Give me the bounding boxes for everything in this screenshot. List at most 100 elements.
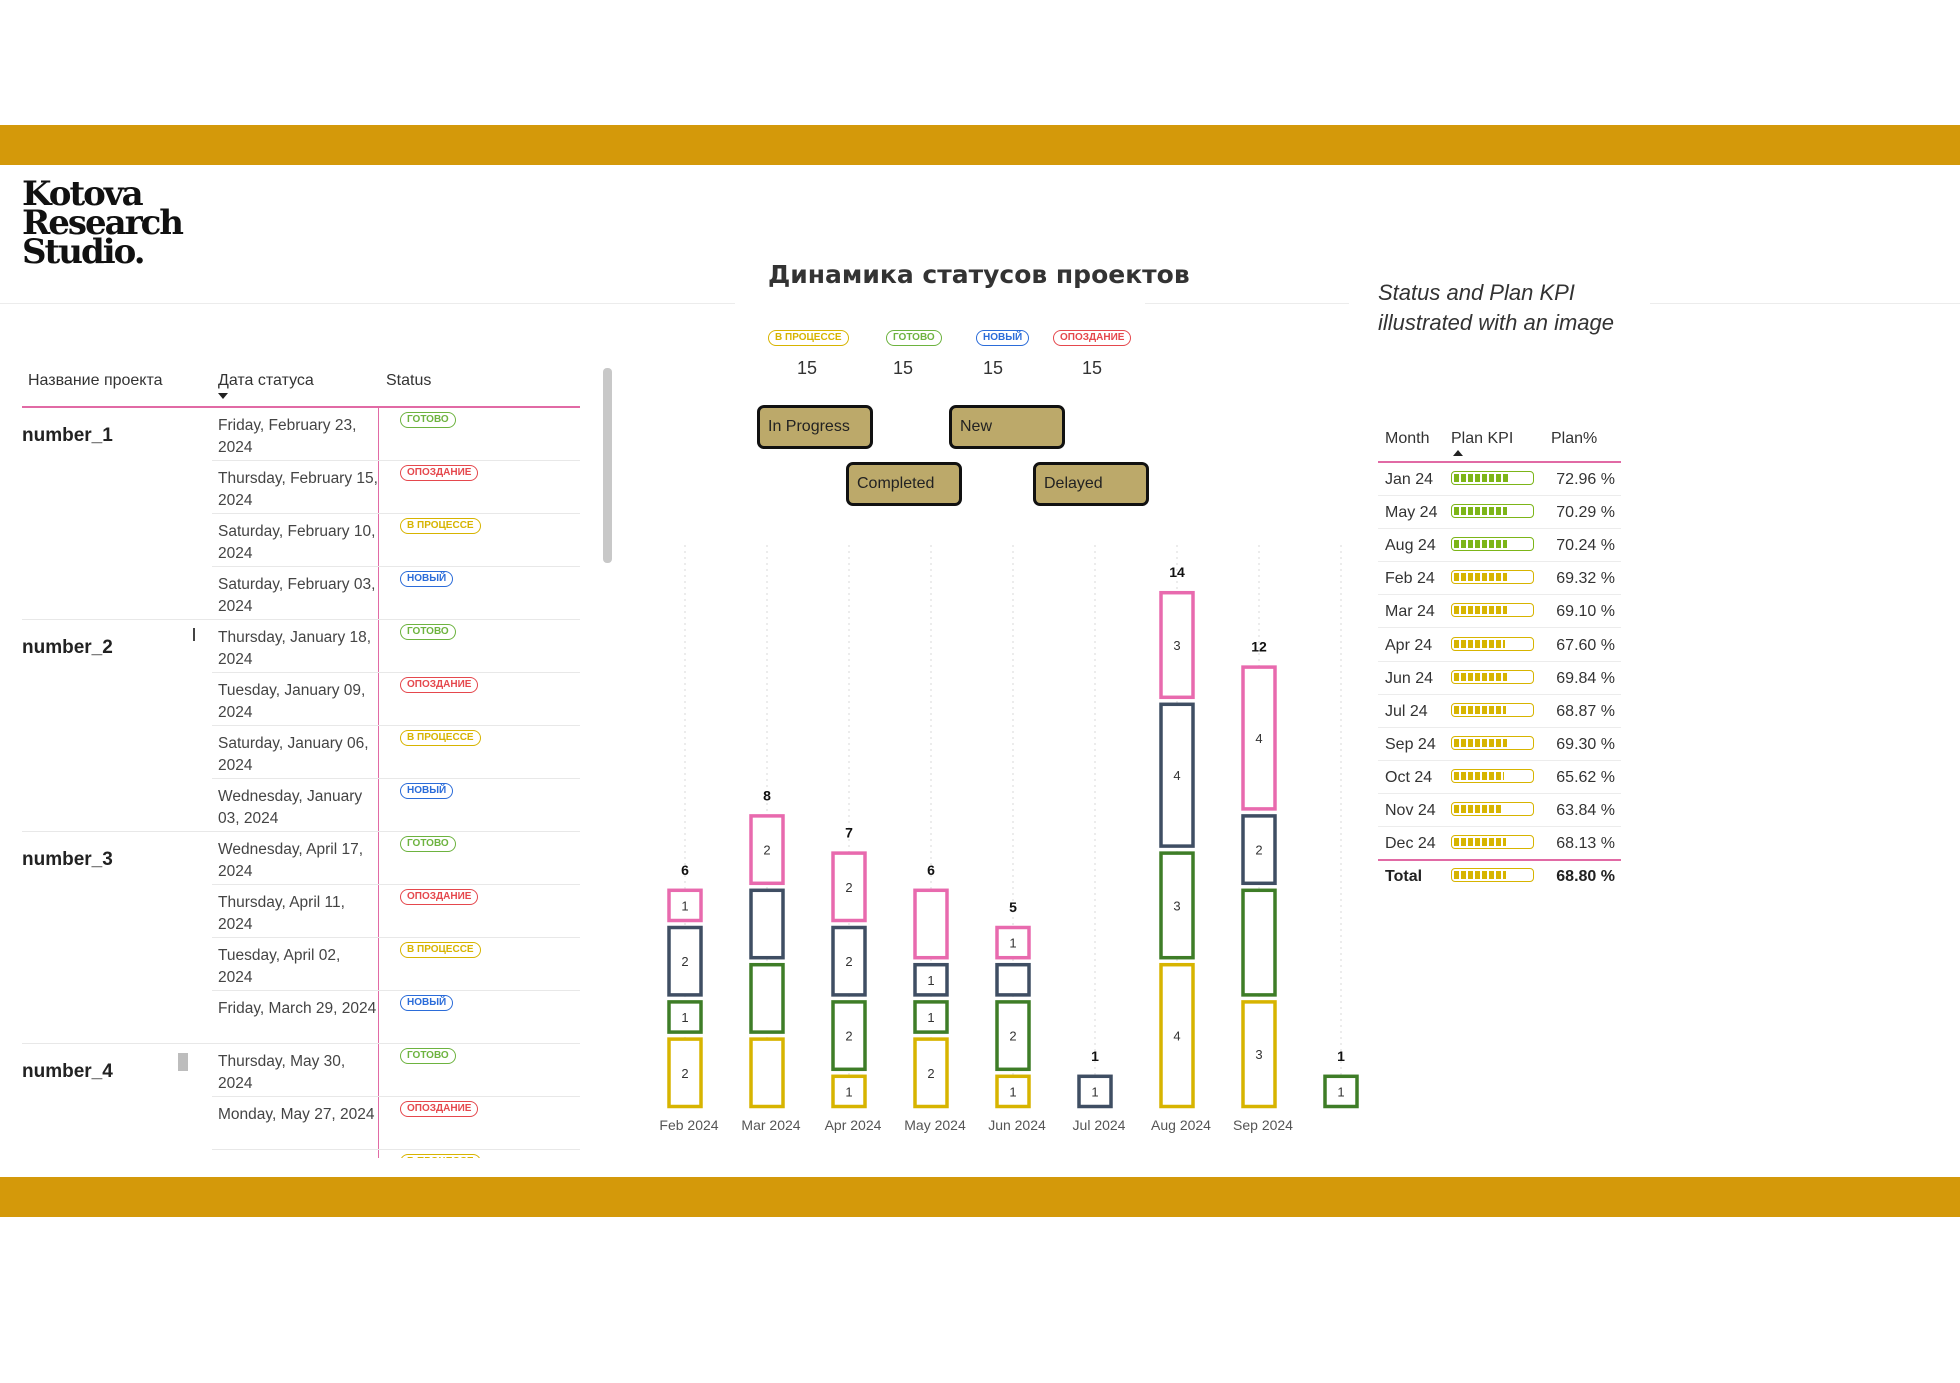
bar-segment[interactable] [831, 925, 867, 997]
count-in-progress: 15 [796, 358, 818, 378]
kpi-progress-fill [1454, 838, 1506, 847]
kpi-month: Oct 24 [1385, 768, 1433, 786]
column-header-status-date[interactable]: Дата статуса [218, 372, 314, 389]
filter-completed-button[interactable]: Completed [846, 462, 962, 506]
logo-line: Kotova [22, 174, 144, 214]
legend-new: НОВЫЙ [976, 330, 1030, 346]
bar-segment[interactable] [913, 888, 949, 960]
bar-total-label: 14 [1169, 564, 1185, 580]
bar-segment[interactable] [1159, 590, 1195, 700]
filter-in-progress-button[interactable]: In Progress [757, 405, 873, 449]
kpi-percent: 68.13 % [1556, 835, 1615, 853]
kpi-month: Nov 24 [1385, 802, 1436, 819]
table-scrollbar[interactable] [603, 368, 612, 563]
kpi-row: Nov 24 63.84 % [1378, 794, 1621, 827]
bar-segment[interactable] [1159, 702, 1195, 848]
bar-segment[interactable] [749, 962, 785, 1034]
project-name[interactable]: number_3 [22, 849, 113, 870]
kpi-progress-fill [1454, 540, 1507, 549]
kpi-row-divider [1378, 792, 1621, 794]
row-divider [212, 884, 580, 885]
bar-total-label: 1 [1091, 1048, 1099, 1064]
bar-segment[interactable] [667, 1000, 703, 1034]
bar-segment[interactable] [995, 925, 1031, 960]
x-axis-tick-label: Aug 2024 [1151, 1117, 1211, 1133]
kpi-row-divider [1378, 726, 1621, 728]
kpi-row: Dec 24 68.13 % [1378, 827, 1621, 861]
segment-value-label: 1 [681, 1010, 688, 1025]
row-divider [212, 1096, 580, 1097]
bar-segment[interactable] [913, 962, 949, 997]
kpi-total-row: Total 68.80 % [1378, 860, 1621, 893]
column-header-status[interactable]: Status [386, 372, 432, 389]
kpi-progress-bar [1451, 868, 1534, 883]
kpi-progress-bar [1451, 835, 1534, 850]
kpi-header-plan-pct[interactable]: Plan% [1551, 430, 1598, 447]
bar-segment[interactable] [831, 851, 867, 923]
bar-segment[interactable] [913, 1000, 949, 1034]
sort-descending-icon[interactable] [218, 393, 228, 399]
bar-segment[interactable] [667, 1037, 703, 1109]
filter-delayed-button[interactable]: Delayed [1033, 462, 1149, 506]
segment-value-label: 3 [1173, 898, 1180, 913]
bar-segment[interactable] [1077, 1074, 1113, 1109]
bar-segment[interactable] [1241, 665, 1277, 811]
bottom-accent-band [0, 1177, 1960, 1217]
bar-segment[interactable] [749, 1037, 785, 1109]
project-name[interactable]: number_4 [22, 1061, 113, 1082]
project-name[interactable]: number_2 [22, 637, 113, 658]
kpi-progress-bar [1451, 702, 1534, 717]
kpi-row-divider [1378, 561, 1621, 563]
segment-value-label: 2 [845, 954, 852, 969]
kpi-percent: 69.10 % [1556, 603, 1615, 621]
status-date: Wednesday, January 03, 2024 [218, 788, 363, 827]
bar-segment[interactable] [831, 1000, 867, 1072]
bar-total-label: 12 [1251, 639, 1267, 655]
column-header-project-name[interactable]: Название проекта [28, 372, 163, 389]
bar-segment[interactable] [667, 925, 703, 997]
kpi-row: Feb 24 69.32 % [1378, 562, 1621, 596]
row-divider [212, 672, 580, 673]
kpi-progress-fill [1454, 573, 1507, 582]
filter-new-button[interactable]: New [949, 405, 1065, 449]
project-name[interactable]: number_1 [22, 425, 113, 446]
kpi-progress-bar [1451, 768, 1534, 783]
logo-line: Research [22, 203, 184, 243]
bar-segment[interactable] [1159, 851, 1195, 960]
bar-segment[interactable] [831, 1074, 867, 1109]
x-axis-tick-label: May 2024 [904, 1117, 966, 1133]
kpi-row-divider [1378, 660, 1621, 662]
text-cursor-icon [193, 628, 195, 641]
bar-segment[interactable] [995, 962, 1031, 997]
legend-delayed: ОПОЗДАНИЕ [1053, 330, 1132, 346]
drag-handle[interactable] [178, 1053, 188, 1071]
status-date: Thursday, May 30, 2024 [218, 1053, 346, 1092]
kpi-percent: 67.60 % [1556, 636, 1615, 654]
row-divider [212, 1149, 580, 1150]
segment-value-label: 1 [927, 973, 934, 988]
row-divider [212, 937, 580, 938]
bar-segment[interactable] [1241, 814, 1277, 886]
kpi-header-plan-kpi[interactable]: Plan KPI [1451, 430, 1514, 447]
kpi-percent: 69.32 % [1556, 570, 1615, 588]
bar-segment[interactable] [749, 814, 785, 886]
kpi-percent: 63.84 % [1556, 802, 1615, 819]
kpi-row-divider [1378, 693, 1621, 695]
bar-segment[interactable] [1323, 1074, 1359, 1109]
bar-segment[interactable] [667, 888, 703, 923]
bar-segment[interactable] [1241, 1000, 1277, 1109]
kpi-progress-fill [1454, 738, 1507, 747]
kpi-progress-fill [1454, 507, 1507, 516]
legend-in-progress: В ПРОЦЕССЕ [768, 330, 849, 346]
bar-segment[interactable] [995, 1000, 1031, 1072]
bar-segment[interactable] [995, 1074, 1031, 1109]
bar-segment[interactable] [1241, 888, 1277, 997]
bar-segment[interactable] [1159, 962, 1195, 1109]
bar-segment[interactable] [913, 1037, 949, 1109]
kpi-percent: 72.96 % [1556, 471, 1615, 488]
status-badge: ОПОЗДАНИЕ [400, 1101, 479, 1117]
top-accent-band [0, 125, 1960, 165]
kpi-header-month[interactable]: Month [1385, 430, 1430, 447]
bar-segment[interactable] [749, 888, 785, 960]
sort-ascending-icon[interactable] [1453, 450, 1463, 456]
